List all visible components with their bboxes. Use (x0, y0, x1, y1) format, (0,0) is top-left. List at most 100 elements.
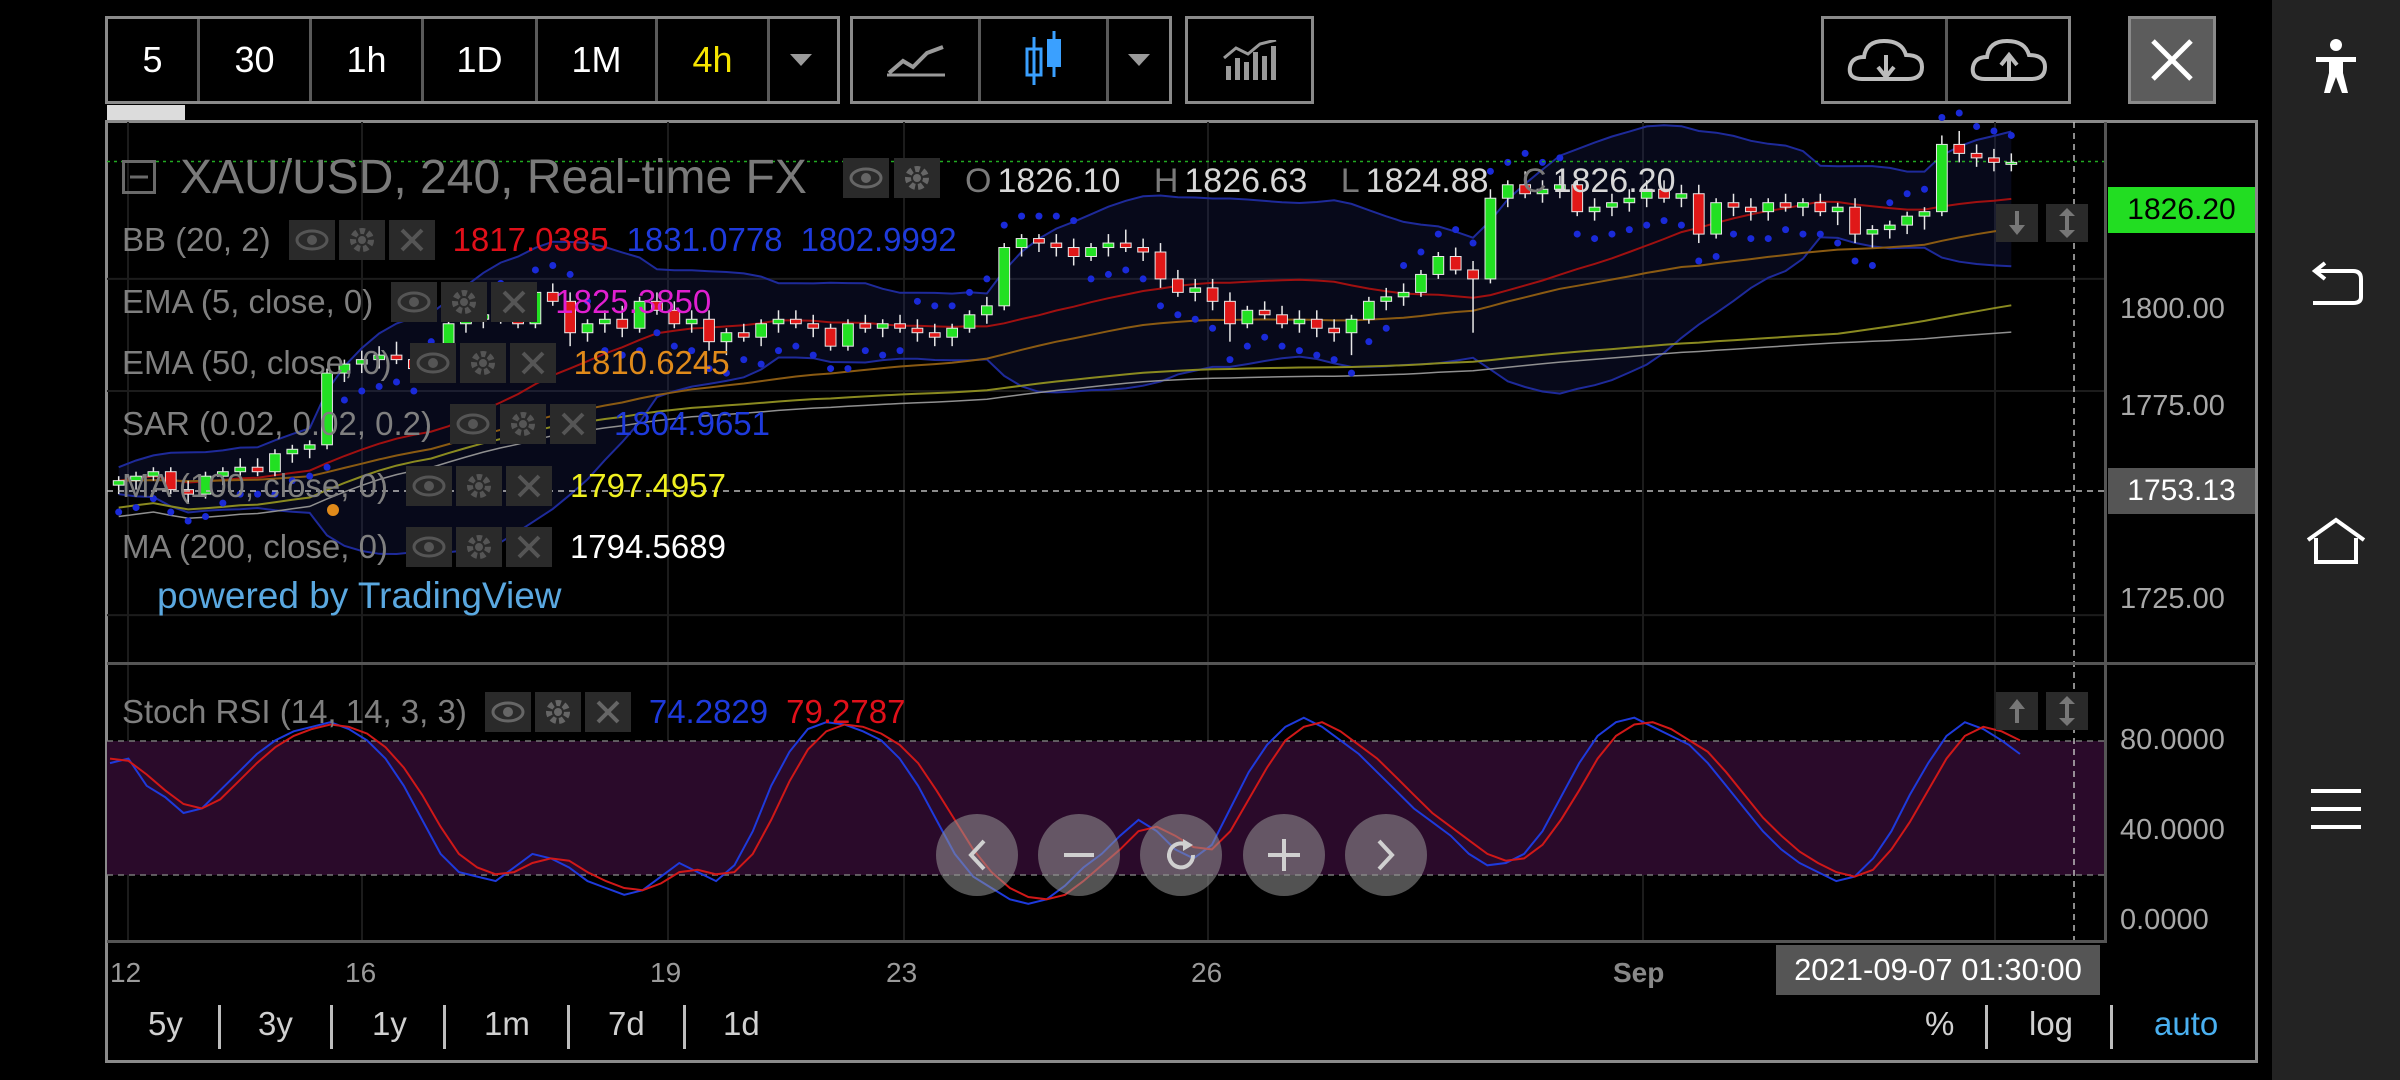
low-label: L (1340, 162, 1360, 200)
reset-button[interactable] (1140, 814, 1222, 896)
pane-divider[interactable] (107, 662, 2256, 665)
eye-icon (491, 701, 525, 723)
menu-button[interactable] (2272, 764, 2400, 854)
range-5y-button[interactable]: 5y (148, 1005, 183, 1042)
line-chart-button[interactable] (853, 19, 981, 101)
indicator-visibility-button[interactable] (288, 220, 335, 260)
interval-5-button[interactable]: 5 (108, 19, 200, 101)
indicator-value: 1797.4957 (569, 467, 726, 504)
indicator-settings-button[interactable] (338, 220, 385, 260)
eye-icon (456, 413, 490, 435)
powered-by-link[interactable]: powered by TradingView (157, 575, 562, 616)
percent-scale-button[interactable]: % (1925, 1005, 1955, 1042)
resize-pane-button[interactable] (2046, 204, 2088, 242)
indicator-settings-button[interactable] (500, 404, 547, 444)
interval-1h-button[interactable]: 1h (312, 19, 424, 101)
scroll-left-button[interactable] (936, 814, 1018, 896)
time-label-19: 19 (650, 957, 682, 988)
indicator-settings-button[interactable] (441, 282, 488, 322)
stoch-pane-up-button[interactable] (1996, 692, 2038, 730)
price-axis-line (2104, 122, 2107, 942)
stoch-rsi-legend: Stoch RSI (14, 14, 3, 3) 74.2829 79.2787 (122, 690, 923, 734)
gear-icon (466, 535, 491, 559)
accessibility-button[interactable] (2272, 22, 2400, 112)
indicator-remove-button[interactable] (388, 220, 435, 260)
indicator-legend-row: SAR (0.02, 0.02, 0.2) 1804.9651 (122, 402, 788, 446)
indicator-visibility-button[interactable] (409, 343, 456, 383)
interval-4h-button[interactable]: 4h (658, 19, 770, 101)
cloud-upload-button[interactable] (1948, 19, 2068, 101)
current-price-tag: 1826.20 (2108, 187, 2255, 233)
indicator-value: 1825.3850 (555, 283, 712, 320)
indicator-visibility-button[interactable] (405, 527, 452, 567)
indicator-settings-button[interactable] (459, 343, 506, 383)
indicators-toolbar (1185, 16, 1314, 104)
high-label: H (1153, 162, 1179, 200)
close-icon (400, 228, 423, 252)
gear-icon (349, 228, 374, 252)
gear-icon (545, 700, 570, 724)
open-value: 1826.10 (997, 162, 1121, 200)
candlestick-chart-button[interactable] (981, 19, 1109, 101)
cloud-upload-icon (1970, 38, 2047, 81)
price-label-1775: 1775.00 (2120, 390, 2225, 422)
indicator-remove-button[interactable] (505, 527, 552, 567)
symbol-title: XAU/USD, 240, Real-time FX (180, 151, 807, 204)
chart-scroll-handle[interactable] (107, 105, 185, 120)
chart-frame (105, 120, 2258, 1063)
indicator-visibility-button[interactable] (405, 466, 452, 506)
indicator-visibility-button[interactable] (450, 404, 497, 444)
indicator-visibility-button[interactable] (391, 282, 438, 322)
cloud-download-button[interactable] (1824, 19, 1948, 101)
symbol-visibility-button[interactable] (843, 158, 889, 198)
eye-icon (412, 475, 446, 497)
stoch-rsi-remove-button[interactable] (584, 692, 631, 732)
stoch-rsi-visibility-button[interactable] (484, 692, 531, 732)
auto-scale-button[interactable]: auto (2154, 1005, 2219, 1042)
stoch-pane-resize-button[interactable] (2046, 692, 2088, 730)
range-separator (330, 1005, 333, 1049)
close-button[interactable] (2128, 16, 2216, 104)
close-icon (502, 290, 526, 314)
home-icon (2306, 517, 2366, 564)
zoom-in-button[interactable] (1243, 814, 1325, 896)
scale-separator (1985, 1005, 1988, 1049)
interval-1d-button[interactable]: 1D (424, 19, 538, 101)
indicator-remove-button[interactable] (505, 466, 552, 506)
price-label-1725: 1725.00 (2120, 583, 2225, 615)
eye-icon (849, 167, 883, 189)
collapse-legend-button[interactable] (122, 160, 156, 194)
back-icon (2311, 261, 2363, 305)
back-button[interactable] (2272, 238, 2400, 328)
move-pane-up-button[interactable] (1996, 204, 2038, 242)
open-label: O (965, 162, 992, 200)
price-label-1800: 1800.00 (2120, 293, 2225, 325)
stoch-rsi-settings-button[interactable] (534, 692, 581, 732)
indicator-value: 1794.5689 (569, 528, 726, 565)
range-1d-button[interactable]: 1d (723, 1005, 760, 1042)
indicators-button[interactable] (1188, 19, 1311, 101)
chart-type-dropdown-button[interactable] (1109, 19, 1169, 101)
range-7d-button[interactable]: 7d (608, 1005, 645, 1042)
symbol-settings-button[interactable] (894, 158, 940, 198)
zoom-out-button[interactable] (1038, 814, 1120, 896)
home-button[interactable] (2272, 496, 2400, 586)
log-scale-button[interactable]: log (2029, 1005, 2074, 1042)
indicator-remove-button[interactable] (550, 404, 597, 444)
indicator-settings-button[interactable] (455, 527, 502, 567)
line-chart-icon (886, 45, 945, 77)
scroll-right-button[interactable] (1345, 814, 1427, 896)
interval-1m-button[interactable]: 1M (538, 19, 658, 101)
range-3y-button[interactable]: 3y (258, 1005, 293, 1042)
low-value: 1824.88 (1365, 162, 1489, 200)
indicator-remove-button[interactable] (509, 343, 556, 383)
accessibility-icon (2316, 39, 2356, 93)
range-1m-button[interactable]: 1m (484, 1005, 530, 1042)
minus-icon (1064, 853, 1094, 857)
interval-30-button[interactable]: 30 (200, 19, 312, 101)
menu-icon (2311, 789, 2361, 829)
range-1y-button[interactable]: 1y (372, 1005, 407, 1042)
indicator-settings-button[interactable] (455, 466, 502, 506)
indicator-remove-button[interactable] (491, 282, 538, 322)
interval-dropdown-button[interactable] (770, 19, 832, 101)
